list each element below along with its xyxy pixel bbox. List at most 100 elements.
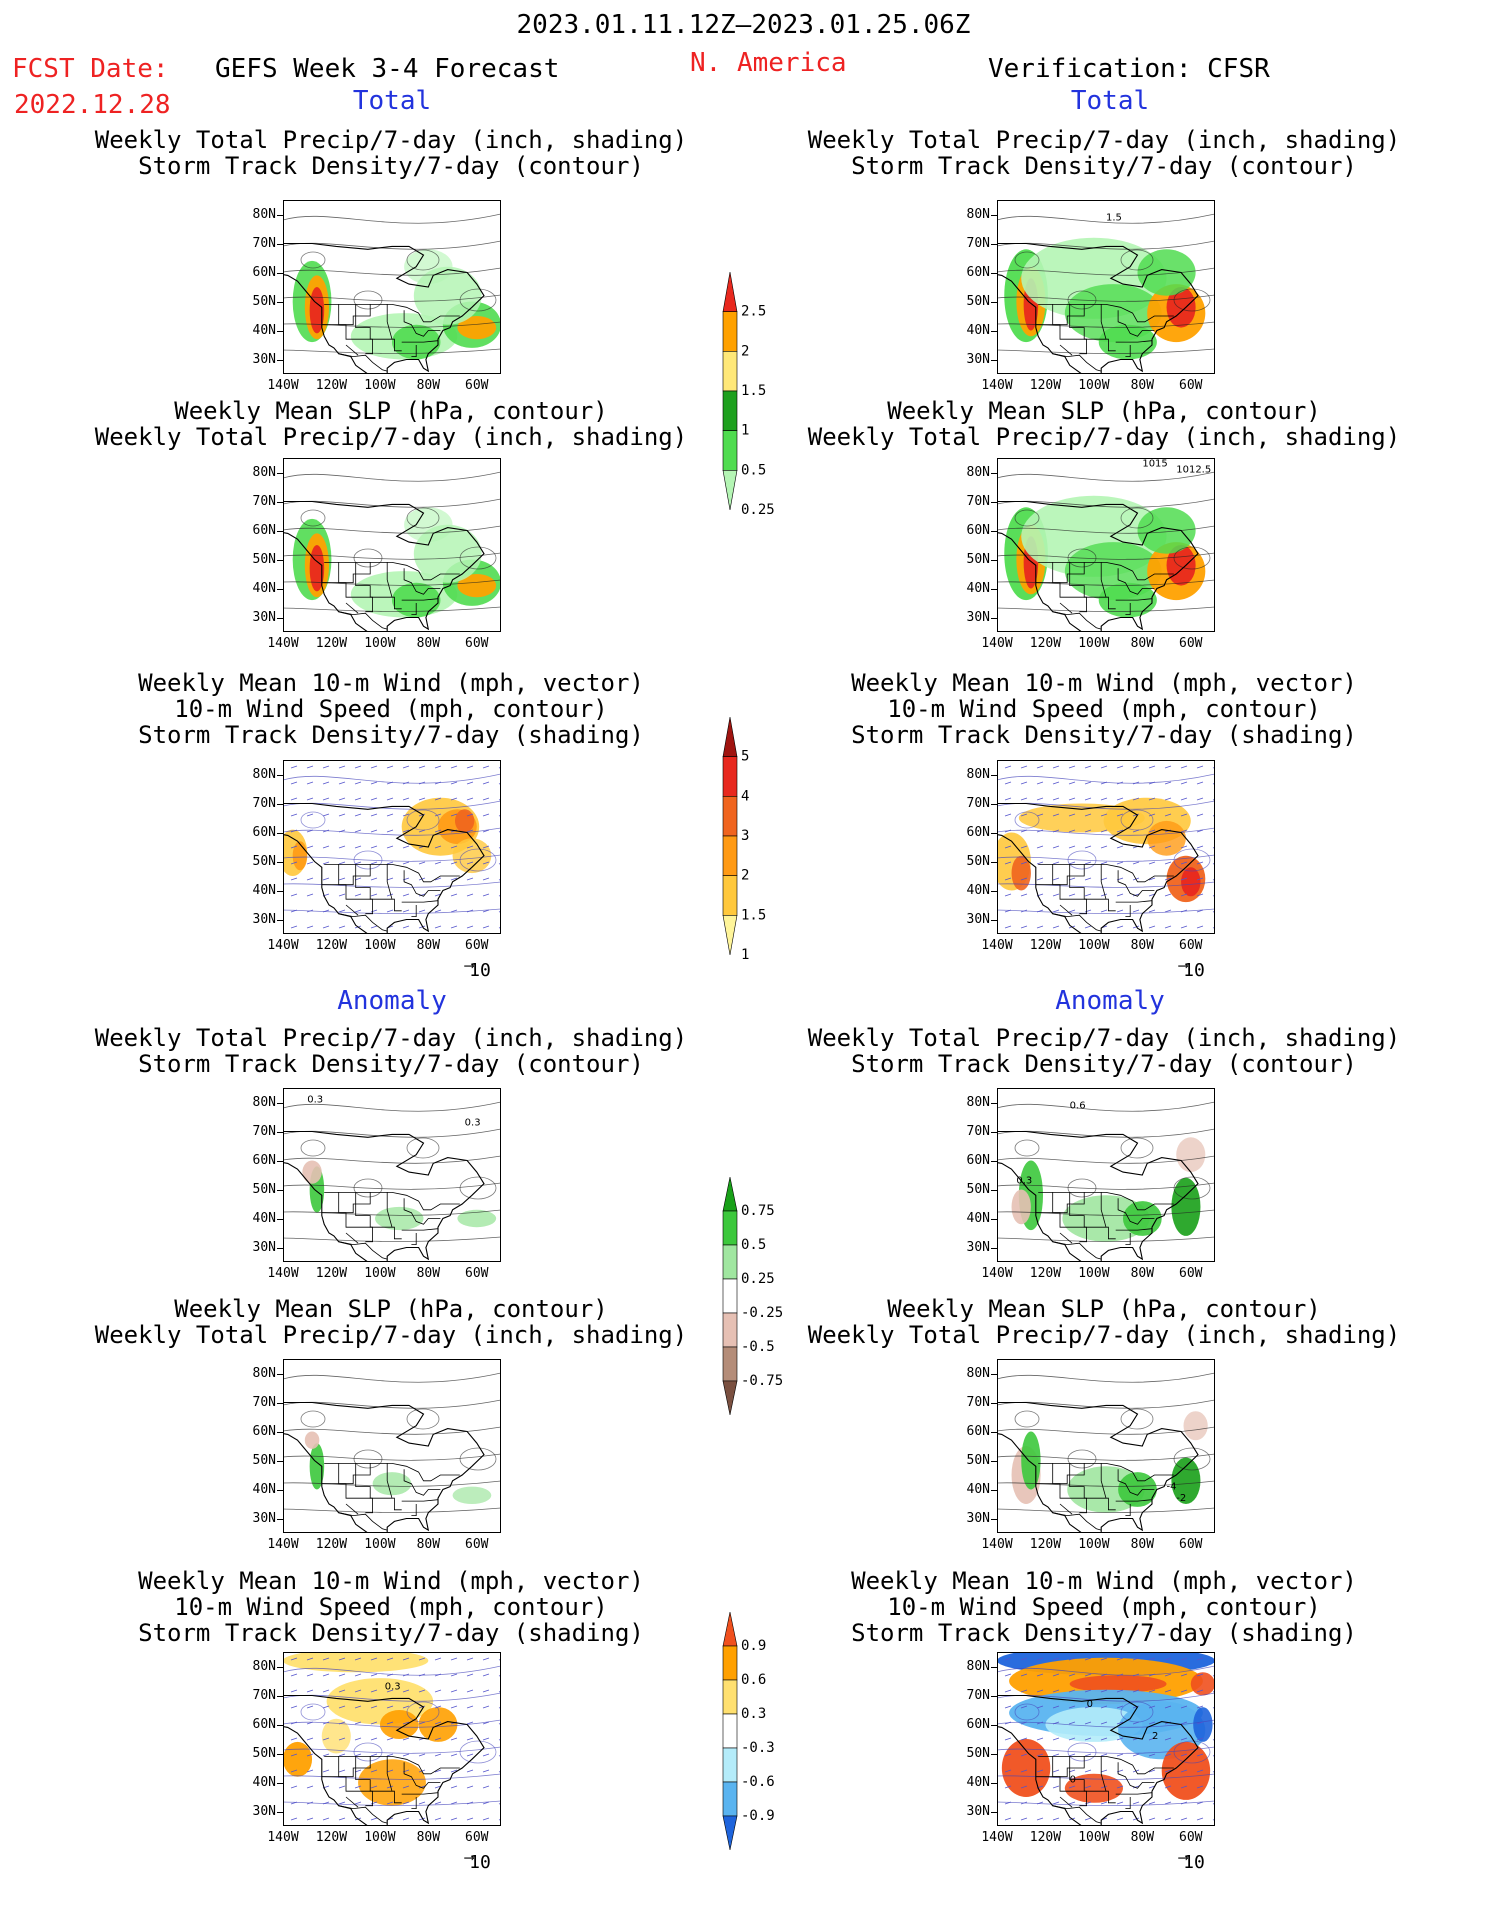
wind-vector [1132,909,1140,913]
panel-title-right-6-line-1: Weekly Mean 10-m Wind (mph, vector) [851,1567,1357,1595]
contour-line [283,1719,501,1728]
political-border [1117,1198,1155,1225]
wind-vector [338,893,346,897]
fcst-date-value: 2022.12.28 [14,90,171,120]
lat-tick [277,243,283,245]
contour-ring [406,809,440,831]
wind-vector [386,829,394,833]
lat-tick-label: 60N [252,264,276,280]
lat-tick-label: 50N [252,551,276,567]
lat-tick-label: 70N [252,493,276,509]
political-border [1079,1227,1087,1243]
wind-vector [1180,909,1188,913]
lat-tick-label: 40N [966,322,990,338]
contour-label: 0.3 [385,1682,401,1693]
shading-blob [1147,820,1186,856]
colorbar-segment [722,1679,738,1715]
lat-tick-label: 70N [966,1394,990,1410]
wind-vector [290,909,298,913]
wind-vector [482,845,490,849]
political-border [1100,1756,1107,1792]
wind-vector [466,1801,474,1805]
wind-vector [1004,1657,1012,1661]
wind-vector [386,877,394,881]
panel-title-left-6-line-3: Storm Track Density/7-day (shading) [138,1619,644,1647]
contour-ring [353,548,383,568]
wind-vector [1180,1769,1188,1773]
wind-vector [386,765,394,769]
political-border [1100,562,1107,598]
wind-vector [1116,765,1124,769]
colorbar-label: 1 [741,423,749,439]
political-border [403,870,441,897]
wind-vector [1164,1769,1172,1773]
wind-vector [1164,765,1172,769]
wind-vector [354,1785,362,1789]
lat-tick-label: 40N [252,580,276,596]
political-border [338,1756,373,1792]
panel-title-right-2-line-2: Weekly Total Precip/7-day (inch, shading… [807,423,1401,451]
wind-vector [418,1705,426,1709]
contour-line [283,213,501,224]
political-border [1079,339,1087,355]
panel-title-left-3-line-3: Storm Track Density/7-day (shading) [138,721,644,749]
wind-vector [1100,861,1108,865]
wind-vector [1052,797,1060,801]
contour-line [283,854,501,862]
wind-vector [1068,765,1076,769]
political-border [1059,602,1073,614]
vector-reference-arrow-icon: ⟶ [1179,1850,1188,1866]
political-border [403,1762,441,1789]
wind-vector [434,1721,442,1725]
colorbar-label: 2 [741,343,749,359]
contour-line [283,471,501,482]
wind-vector [402,1817,410,1821]
shading-blob [457,574,497,598]
wind-vector [354,813,362,817]
wind-vector [1020,765,1028,769]
wind-vector [386,1657,394,1661]
wind-vector [1132,1673,1140,1677]
wind-vector [306,781,314,785]
panel-title-right-3-line-2: 10-m Wind Speed (mph, contour) [887,695,1321,723]
lon-tick-label: 120W [315,938,348,953]
wind-vector [1036,909,1044,913]
panel-title-left-3-line-2: 10-m Wind Speed (mph, contour) [174,695,608,723]
lon-tick-label: 120W [1029,636,1062,651]
wind-vector [1148,781,1156,785]
wind-vector [354,797,362,801]
shading-blob [1183,1411,1208,1441]
map-frame [283,1652,501,1826]
political-border [401,1499,439,1502]
wind-vector [1052,1769,1060,1773]
wind-vector [386,1801,394,1805]
contour-ring [1120,507,1154,529]
lat-tick-label: 40N [252,322,276,338]
region-label: N. America [690,48,847,78]
lon-tick-label: 140W [981,1537,1013,1552]
wind-vector [1068,813,1076,817]
lat-tick-label: 80N [966,1365,990,1381]
contour-line [997,1773,1215,1780]
wind-vector [1196,781,1204,785]
lon-tick-label: 140W [981,636,1013,651]
wind-vector [1004,1817,1012,1821]
wind-vector [290,797,298,801]
panel-title-right-3-line-3: Storm Track Density/7-day (shading) [851,721,1357,749]
wind-vector [1100,797,1108,801]
wind-vector [1164,781,1172,785]
lat-tick [277,472,283,474]
wind-vector [322,1817,330,1821]
wind-vector [1004,1785,1012,1789]
colorbar-segment [722,915,738,956]
colorbar-segment [722,1380,738,1416]
wind-vector [434,1673,442,1677]
lat-tick [991,1518,997,1520]
lat-tick [277,861,283,863]
lat-tick-label: 70N [252,235,276,251]
lon-tick-label: 100W [1078,378,1110,393]
wind-vector [290,1801,298,1805]
contour-ring [1067,1178,1097,1198]
coastline [997,1401,1199,1533]
political-border [386,1192,393,1228]
